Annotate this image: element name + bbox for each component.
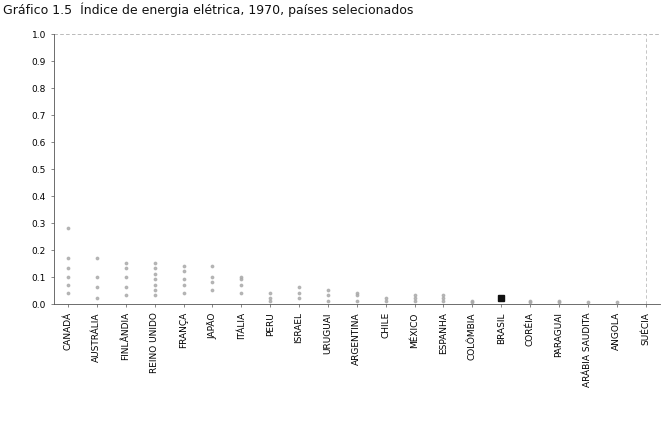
Text: Gráfico 1.5  Índice de energia elétrica, 1970, países selecionados: Gráfico 1.5 Índice de energia elétrica, …	[3, 2, 414, 16]
